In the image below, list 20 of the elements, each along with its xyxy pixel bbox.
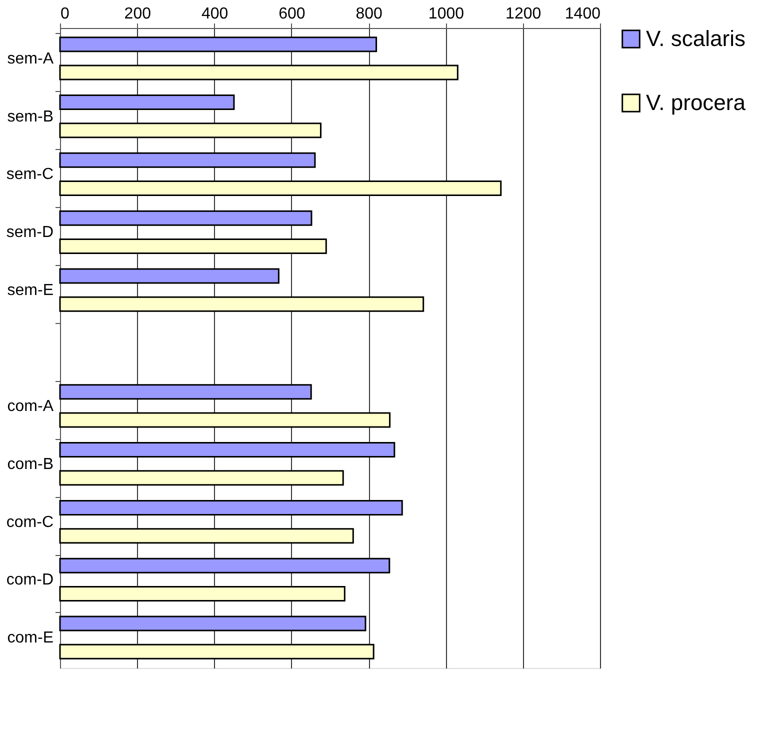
- y-tick-label: sem-C: [6, 166, 54, 184]
- y-tick-label: com-E: [7, 630, 54, 647]
- y-tick-label: com-A: [7, 398, 54, 415]
- y-tick-label: sem-D: [6, 224, 54, 242]
- x-tick-label: 800: [356, 6, 383, 22]
- x-tick-label: 200: [124, 6, 152, 22]
- y-tick-label: sem-E: [7, 282, 54, 300]
- y-tick-label: com-C: [6, 514, 54, 531]
- legend-label: V. scalaris: [646, 26, 746, 51]
- x-tick-label: 400: [201, 6, 228, 22]
- y-tick-label: com-B: [7, 456, 54, 473]
- x-tick-label: 600: [278, 6, 306, 22]
- x-tick-label: 1400: [564, 6, 601, 22]
- legend-label: V. procera: [646, 90, 746, 115]
- y-tick-label: sem-B: [7, 108, 54, 126]
- y-tick-label: sem-A: [7, 50, 54, 68]
- x-tick-label: 1200: [506, 6, 542, 22]
- y-tick-label: com-D: [6, 572, 54, 589]
- x-tick-label: 1000: [428, 6, 464, 22]
- x-tick-label: 0: [60, 6, 70, 22]
